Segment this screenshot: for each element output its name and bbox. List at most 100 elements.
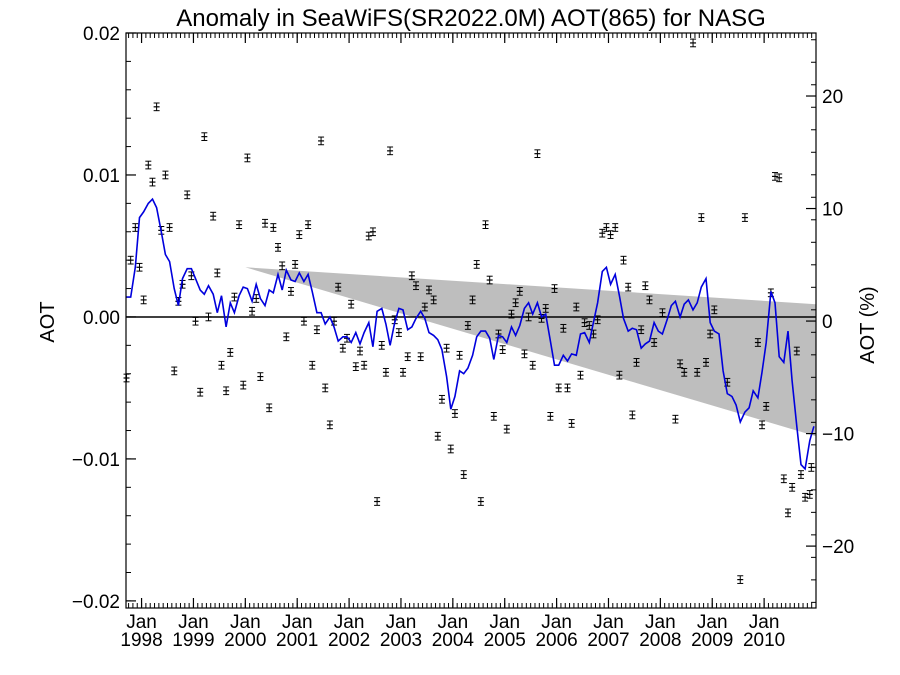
data-point (698, 213, 705, 222)
data-point (759, 420, 766, 430)
data-point (132, 223, 139, 232)
trend-band (126, 243, 816, 437)
data-point (205, 312, 212, 322)
data-point (382, 367, 389, 377)
data-point (638, 325, 645, 335)
data-point (417, 352, 424, 362)
y-tick-label: −0.02 (72, 592, 120, 613)
x-tick-year: 2000 (224, 630, 266, 651)
data-point (772, 172, 779, 181)
data-point (547, 411, 554, 421)
data-point (236, 220, 243, 230)
data-point (784, 508, 791, 518)
data-point (408, 271, 415, 281)
data-point (564, 383, 571, 393)
data-point (503, 424, 510, 434)
data-point (231, 292, 238, 302)
data-point (425, 285, 432, 295)
data-point (460, 470, 467, 479)
data-point (542, 304, 549, 313)
data-point (521, 349, 528, 359)
data-point (438, 394, 445, 404)
data-point (499, 345, 506, 354)
x-tick-year: 1998 (120, 630, 162, 651)
x-tick-year: 2001 (276, 630, 318, 651)
data-point (780, 474, 787, 484)
x-tick-year: 2002 (328, 630, 370, 651)
data-point (534, 149, 541, 159)
x-axis-ticks: Jan1998Jan1999Jan2000Jan2001Jan2002Jan20… (120, 33, 817, 651)
data-point (464, 321, 471, 330)
data-point (369, 227, 376, 237)
x-tick-year: 2006 (535, 630, 577, 651)
x-tick-month: Jan (541, 612, 572, 633)
x-tick-year: 1999 (172, 630, 214, 651)
data-point (136, 262, 143, 272)
data-point (451, 409, 458, 418)
data-point (625, 282, 632, 292)
data-point (607, 230, 614, 239)
trend-band-layer (126, 243, 816, 437)
data-point (737, 575, 744, 584)
data-point (227, 348, 234, 357)
data-point (486, 275, 493, 285)
data-point (149, 177, 156, 187)
data-point (192, 316, 199, 326)
data-point (352, 362, 359, 371)
y-tick-label: 0.01 (83, 166, 120, 187)
data-point (633, 358, 640, 367)
data-point (197, 387, 204, 397)
data-point (551, 284, 558, 293)
x-tick-month: Jan (645, 612, 676, 633)
x-tick-month: Jan (386, 612, 417, 633)
x-tick-year: 2003 (380, 630, 422, 651)
x-tick-year: 2008 (639, 630, 681, 651)
data-point (318, 136, 325, 146)
data-point (659, 308, 666, 318)
data-point (469, 295, 476, 305)
data-point (162, 170, 169, 180)
data-point (447, 444, 454, 454)
data-point (681, 367, 688, 377)
y2-tick-label: 10 (822, 200, 843, 221)
data-point (581, 318, 588, 327)
data-point (477, 497, 484, 506)
data-point (763, 402, 770, 411)
data-point (646, 295, 653, 305)
data-point (443, 343, 450, 353)
data-point (361, 360, 368, 370)
data-point (430, 295, 437, 305)
data-point (166, 223, 173, 232)
data-point (184, 190, 191, 200)
data-point (309, 360, 316, 370)
data-point (802, 492, 809, 502)
data-point (599, 228, 606, 238)
y-axis-label-right: AOT (%) (857, 286, 879, 363)
data-point (279, 261, 286, 271)
data-point (287, 287, 294, 296)
data-point (482, 220, 489, 230)
left-y-axis-ticks: 0.02 0.01 0.00 −0.01 −0.02 (72, 24, 136, 613)
data-point (275, 243, 282, 252)
x-tick-month: Jan (230, 612, 261, 633)
data-point (573, 302, 580, 312)
data-point (456, 350, 463, 360)
data-point (305, 220, 312, 230)
data-point (387, 146, 394, 156)
data-point (270, 223, 277, 232)
data-point (300, 316, 307, 326)
data-point (797, 470, 804, 479)
data-point (711, 305, 718, 315)
data-points-layer (123, 38, 815, 584)
data-point (677, 359, 684, 369)
data-point (793, 346, 800, 356)
x-tick-month: Jan (178, 612, 209, 633)
data-point (560, 323, 567, 333)
data-point (642, 281, 649, 291)
data-point (171, 366, 178, 376)
data-point (555, 383, 562, 393)
x-tick-month: Jan (697, 612, 728, 633)
data-point (508, 309, 515, 319)
data-point (404, 352, 411, 362)
data-point (395, 328, 402, 337)
